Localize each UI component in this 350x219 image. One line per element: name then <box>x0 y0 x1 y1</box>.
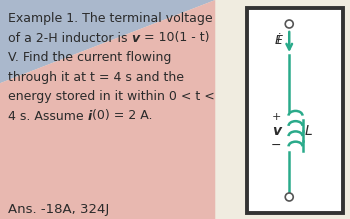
Text: i: i <box>88 110 92 122</box>
Text: of a 2-H inductor is: of a 2-H inductor is <box>8 32 132 44</box>
Text: (0) = 2 A.: (0) = 2 A. <box>92 110 152 122</box>
Text: energy stored in it within 0 < t <: energy stored in it within 0 < t < <box>8 90 215 103</box>
Circle shape <box>285 20 293 28</box>
Text: Example 1. The terminal voltage: Example 1. The terminal voltage <box>8 12 213 25</box>
Text: V. Find the current flowing: V. Find the current flowing <box>8 51 172 64</box>
Polygon shape <box>0 0 215 219</box>
Circle shape <box>285 193 293 201</box>
Text: −: − <box>271 138 281 152</box>
Text: i: i <box>276 33 280 46</box>
Bar <box>247 8 343 213</box>
Text: Ans. -18A, 324J: Ans. -18A, 324J <box>8 203 109 216</box>
Text: = 10(1 - t): = 10(1 - t) <box>140 32 209 44</box>
Text: E: E <box>274 34 282 47</box>
Polygon shape <box>0 0 215 83</box>
Text: v: v <box>132 32 140 44</box>
Text: +: + <box>272 112 281 122</box>
Text: L: L <box>304 124 312 138</box>
Text: v: v <box>272 124 281 138</box>
Text: through it at t = 4 s and the: through it at t = 4 s and the <box>8 71 184 83</box>
Text: 4 s. Assume: 4 s. Assume <box>8 110 88 122</box>
